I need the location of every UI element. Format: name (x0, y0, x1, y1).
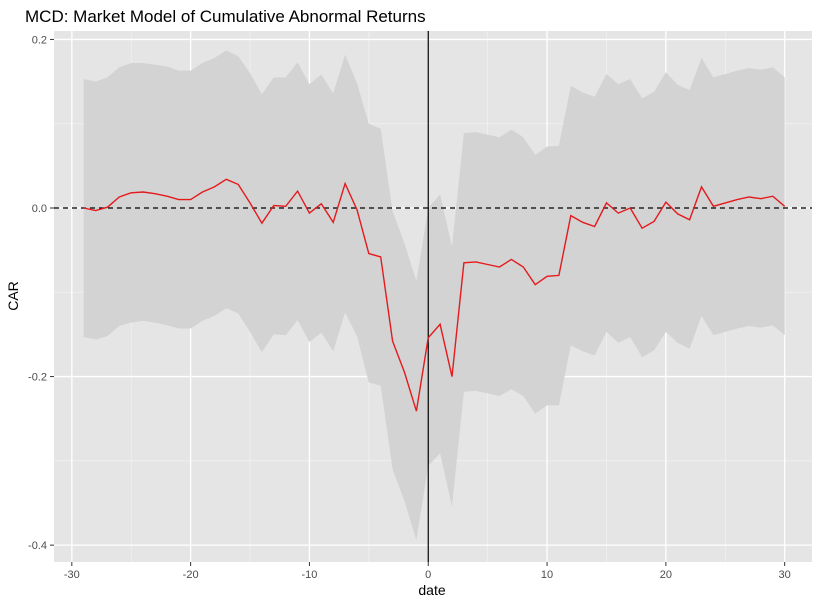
x-axis: -30 -20 -10 0 10 20 30 (64, 562, 791, 581)
confidence-band (83, 50, 785, 541)
x-tick-label: 0 (425, 569, 431, 581)
x-tick-label: -20 (183, 569, 199, 581)
x-tick-label: -30 (64, 569, 80, 581)
y-axis-title: CAR (5, 281, 21, 311)
x-tick-label: 20 (660, 569, 672, 581)
x-axis-title: date (418, 582, 445, 598)
y-tick-label: 0.2 (32, 34, 47, 46)
y-axis: -0.4 -0.2 0.0 0.2 (28, 34, 54, 552)
x-tick-label: 10 (541, 569, 553, 581)
x-tick-label: -10 (301, 569, 317, 581)
y-tick-label: 0.0 (32, 203, 47, 215)
y-tick-label: -0.2 (28, 372, 47, 384)
y-tick-label: -0.4 (28, 540, 47, 552)
chart-title: MCD: Market Model of Cumulative Abnormal… (25, 7, 426, 26)
car-series-line (83, 178, 786, 412)
x-tick-label: 30 (779, 569, 791, 581)
